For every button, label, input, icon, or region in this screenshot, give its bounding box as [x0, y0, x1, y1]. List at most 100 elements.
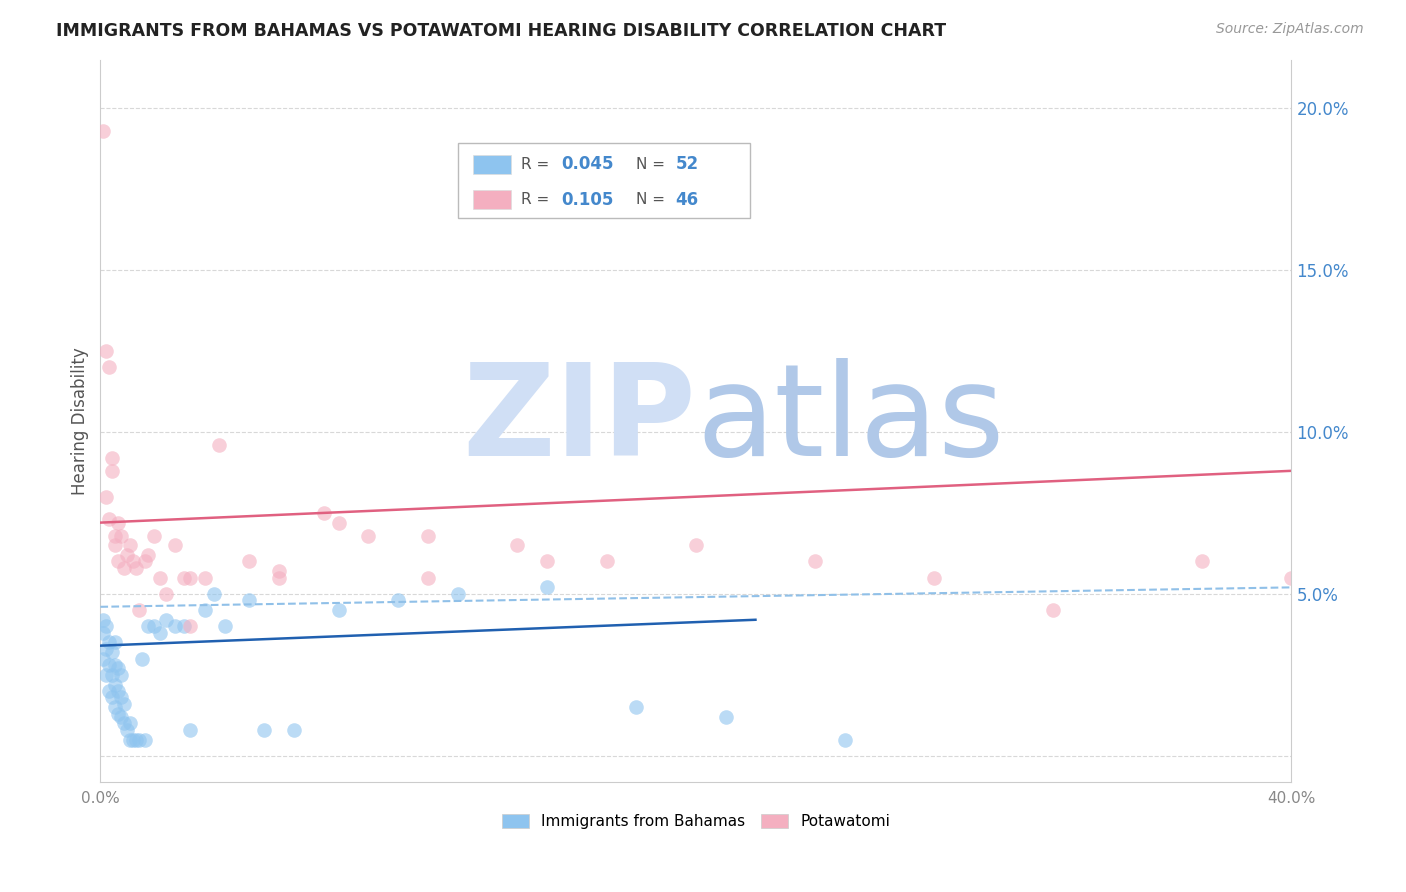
Point	[922, 571, 945, 585]
Point	[134, 732, 156, 747]
Point	[142, 528, 165, 542]
Point	[101, 668, 124, 682]
Point	[136, 548, 159, 562]
Point	[104, 677, 127, 691]
Point	[91, 613, 114, 627]
Point	[112, 561, 135, 575]
Text: ZIP: ZIP	[463, 358, 696, 483]
Text: 46: 46	[676, 191, 699, 209]
Point	[96, 490, 118, 504]
Point	[110, 668, 132, 682]
Point	[104, 700, 127, 714]
Point	[214, 619, 236, 633]
Point	[120, 732, 142, 747]
Point	[136, 619, 159, 633]
Point	[506, 538, 529, 552]
Point	[267, 571, 290, 585]
Point	[173, 619, 195, 633]
Point	[163, 538, 186, 552]
Point	[685, 538, 707, 552]
Point	[128, 603, 150, 617]
Point	[98, 635, 121, 649]
Point	[110, 690, 132, 705]
Point	[112, 697, 135, 711]
Point	[110, 710, 132, 724]
Text: 52: 52	[676, 155, 699, 173]
Point	[142, 619, 165, 633]
Point	[107, 661, 129, 675]
Point	[104, 658, 127, 673]
Point	[179, 619, 201, 633]
Point	[115, 723, 138, 737]
Point	[128, 732, 150, 747]
Point	[253, 723, 276, 737]
Point	[267, 564, 290, 578]
Point	[98, 360, 121, 375]
Point	[536, 554, 558, 568]
Point	[155, 613, 177, 627]
Point	[112, 716, 135, 731]
Point	[120, 716, 142, 731]
Text: R =: R =	[520, 157, 554, 172]
Point	[357, 528, 380, 542]
Point	[107, 516, 129, 530]
Point	[173, 571, 195, 585]
Text: N =: N =	[637, 157, 671, 172]
Point	[98, 684, 121, 698]
Point	[122, 554, 145, 568]
Text: R =: R =	[520, 192, 554, 207]
Point	[91, 651, 114, 665]
Point	[804, 554, 827, 568]
Point	[208, 438, 231, 452]
Point	[328, 603, 350, 617]
Point	[834, 732, 856, 747]
Point	[312, 506, 335, 520]
Point	[447, 587, 470, 601]
Point	[104, 538, 127, 552]
Text: 0.045: 0.045	[561, 155, 614, 173]
Point	[110, 528, 132, 542]
Point	[101, 690, 124, 705]
Legend: Immigrants from Bahamas, Potawatomi: Immigrants from Bahamas, Potawatomi	[495, 807, 897, 836]
Point	[96, 344, 118, 359]
Point	[714, 710, 737, 724]
Point	[104, 635, 127, 649]
Point	[101, 645, 124, 659]
Point	[179, 723, 201, 737]
Point	[536, 580, 558, 594]
Point	[149, 625, 172, 640]
Point	[416, 571, 439, 585]
Point	[98, 512, 121, 526]
Y-axis label: Hearing Disability: Hearing Disability	[72, 347, 89, 494]
Point	[91, 124, 114, 138]
Point	[238, 554, 260, 568]
Point	[1281, 571, 1303, 585]
Point	[328, 516, 350, 530]
Point	[626, 700, 648, 714]
Point	[115, 548, 138, 562]
Point	[595, 554, 617, 568]
Point	[96, 641, 118, 656]
Text: N =: N =	[637, 192, 671, 207]
Point	[107, 554, 129, 568]
Point	[125, 561, 148, 575]
Point	[101, 464, 124, 478]
Point	[101, 450, 124, 465]
Point	[194, 571, 217, 585]
Text: IMMIGRANTS FROM BAHAMAS VS POTAWATOMI HEARING DISABILITY CORRELATION CHART: IMMIGRANTS FROM BAHAMAS VS POTAWATOMI HE…	[56, 22, 946, 40]
Point	[125, 732, 148, 747]
FancyBboxPatch shape	[474, 190, 512, 209]
Point	[107, 684, 129, 698]
Point	[149, 571, 172, 585]
Point	[1042, 603, 1064, 617]
FancyBboxPatch shape	[474, 155, 512, 174]
Text: atlas: atlas	[696, 358, 1004, 483]
Point	[238, 593, 260, 607]
Text: 0.105: 0.105	[561, 191, 613, 209]
Point	[122, 732, 145, 747]
Point	[387, 593, 409, 607]
Point	[104, 528, 127, 542]
Point	[202, 587, 225, 601]
Point	[163, 619, 186, 633]
Point	[416, 528, 439, 542]
